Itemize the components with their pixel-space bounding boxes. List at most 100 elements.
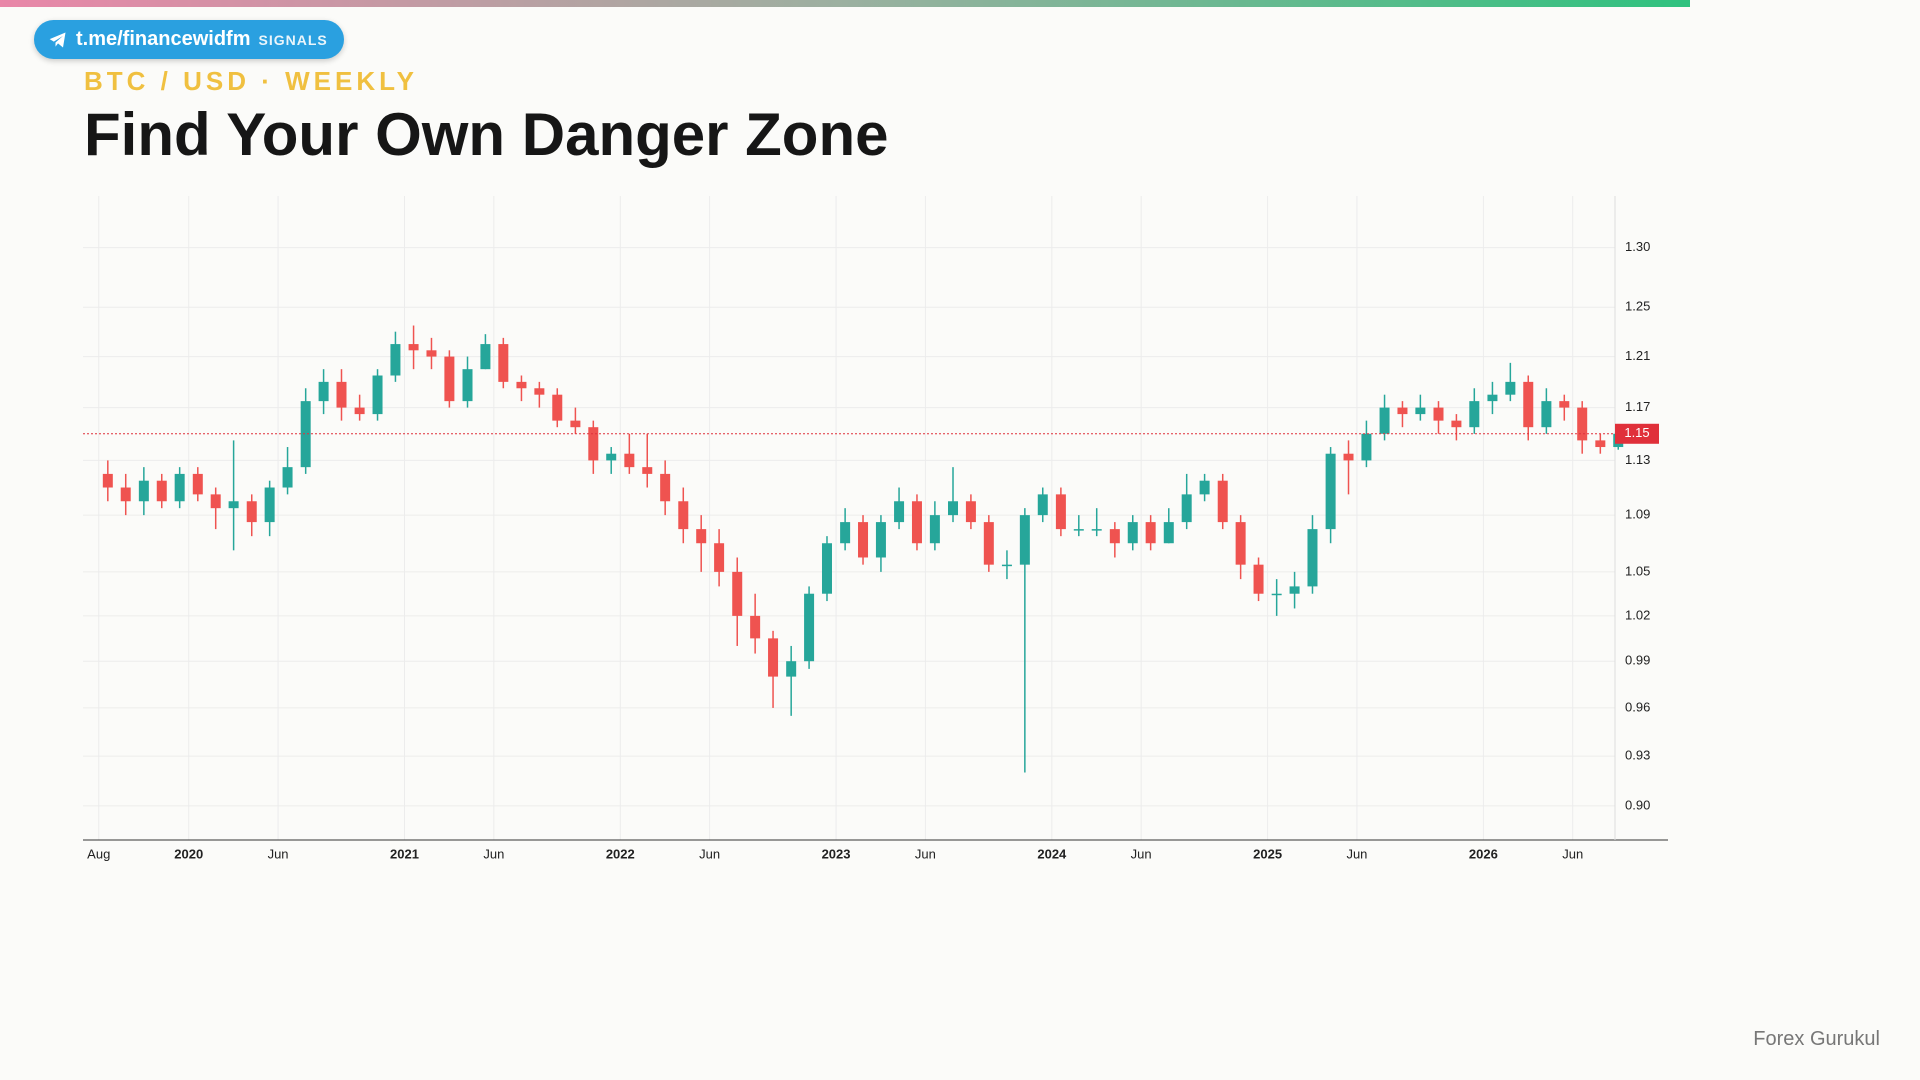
candle-body bbox=[480, 344, 491, 370]
candle-body bbox=[264, 487, 275, 523]
candle-body bbox=[875, 522, 886, 558]
y-tick-label: 1.17 bbox=[1625, 399, 1650, 414]
candle-body bbox=[156, 480, 167, 502]
y-tick-label: 1.02 bbox=[1625, 607, 1650, 622]
y-tick-label: 0.90 bbox=[1625, 797, 1650, 812]
candle-body bbox=[336, 381, 347, 408]
candle-body bbox=[408, 344, 419, 351]
x-tick-label: 2024 bbox=[1037, 846, 1067, 861]
candle-body bbox=[948, 501, 959, 516]
candle-body bbox=[642, 467, 653, 474]
candle-body bbox=[318, 381, 329, 402]
candle-body bbox=[1163, 522, 1174, 544]
x-tick-label: 2023 bbox=[822, 846, 851, 861]
candle-body bbox=[1109, 529, 1120, 544]
x-tick-label: Jun bbox=[1562, 846, 1583, 861]
candle-body bbox=[821, 543, 832, 594]
x-tick-label: 2022 bbox=[606, 846, 635, 861]
candle-body bbox=[1199, 480, 1210, 495]
candle-body bbox=[624, 453, 635, 468]
candle-body bbox=[246, 501, 257, 523]
candle-body bbox=[1271, 593, 1282, 596]
candle-body bbox=[282, 467, 293, 488]
candle-body bbox=[534, 388, 545, 395]
candle-body bbox=[1091, 529, 1102, 531]
y-tick-label: 1.25 bbox=[1625, 299, 1650, 314]
candle-body bbox=[1559, 401, 1570, 408]
candle-body bbox=[696, 529, 707, 544]
y-tick-label: 0.96 bbox=[1625, 699, 1650, 714]
candle-body bbox=[1469, 401, 1480, 428]
candle-body bbox=[192, 473, 203, 495]
candle-body bbox=[1415, 407, 1426, 415]
footer: Forex Gurukul bbox=[1753, 1028, 1880, 1050]
candle-body bbox=[750, 615, 761, 639]
candle-body bbox=[1145, 522, 1156, 544]
x-tick-label: Jun bbox=[699, 846, 720, 861]
x-tick-label: 2026 bbox=[1469, 846, 1498, 861]
y-tick-label: 1.05 bbox=[1625, 563, 1650, 578]
candle-body bbox=[1523, 381, 1534, 428]
candle-body bbox=[372, 375, 383, 415]
y-tick-label: 0.93 bbox=[1625, 748, 1650, 763]
candle-body bbox=[660, 473, 671, 502]
candle-body bbox=[1073, 529, 1084, 531]
telegram-badge[interactable]: t.me/financewidfm SIGNALS bbox=[34, 20, 344, 59]
candle-body bbox=[228, 501, 239, 509]
title: Find Your Own Danger Zone bbox=[84, 101, 889, 168]
candle-body bbox=[1037, 494, 1048, 516]
candle-body bbox=[929, 515, 940, 544]
candle-body bbox=[1361, 433, 1372, 461]
y-tick-label: 1.30 bbox=[1625, 239, 1650, 254]
candle-body bbox=[786, 661, 797, 677]
candle-body bbox=[300, 401, 311, 468]
candle-body bbox=[570, 420, 581, 428]
x-tick-label: Jun bbox=[268, 846, 289, 861]
candle-body bbox=[444, 356, 455, 402]
candle-body bbox=[1451, 420, 1462, 428]
candle-body bbox=[210, 494, 221, 509]
y-tick-label: 1.09 bbox=[1625, 507, 1650, 522]
candle-body bbox=[1019, 515, 1030, 565]
subtitle: BTC / USD · WEEKLY bbox=[84, 66, 418, 96]
y-tick-label: 0.99 bbox=[1625, 653, 1650, 668]
y-tick-label: 1.21 bbox=[1625, 348, 1650, 363]
candle-body bbox=[983, 522, 994, 565]
candle-body bbox=[1487, 394, 1498, 402]
candle-body bbox=[1181, 494, 1192, 523]
candle-body bbox=[894, 501, 905, 523]
candle-body bbox=[102, 473, 113, 488]
top-bar bbox=[0, 0, 1690, 7]
candle-body bbox=[1001, 564, 1012, 567]
candle-body bbox=[516, 381, 527, 389]
candle-body bbox=[1433, 407, 1444, 421]
candle-body bbox=[804, 593, 815, 662]
candle-body bbox=[714, 543, 725, 572]
candle-body bbox=[1235, 522, 1246, 565]
candle-body bbox=[1541, 401, 1552, 428]
last-price-tag bbox=[1615, 423, 1659, 444]
candle-body bbox=[840, 522, 851, 544]
badge-text: t.me/financewidfm bbox=[76, 28, 251, 50]
candle-body bbox=[606, 453, 617, 461]
candle-body bbox=[1343, 453, 1354, 461]
candle-body bbox=[426, 350, 437, 357]
x-tick-label: 2020 bbox=[174, 846, 203, 861]
candle-body bbox=[1127, 522, 1138, 544]
candle-body bbox=[390, 344, 401, 376]
candle-body bbox=[552, 394, 563, 421]
candle-body bbox=[768, 638, 779, 677]
last-price-label: 1.15 bbox=[1624, 425, 1649, 440]
candle-body bbox=[965, 501, 976, 523]
candle-body bbox=[138, 480, 149, 502]
candle-body bbox=[1379, 407, 1390, 434]
candle-body bbox=[1325, 453, 1336, 530]
candle-body bbox=[354, 407, 365, 415]
candle-body bbox=[588, 427, 599, 461]
candle-body bbox=[462, 369, 473, 402]
x-tick-label: Jun bbox=[483, 846, 504, 861]
candle-body bbox=[1577, 407, 1588, 441]
candle-body bbox=[1289, 586, 1300, 594]
